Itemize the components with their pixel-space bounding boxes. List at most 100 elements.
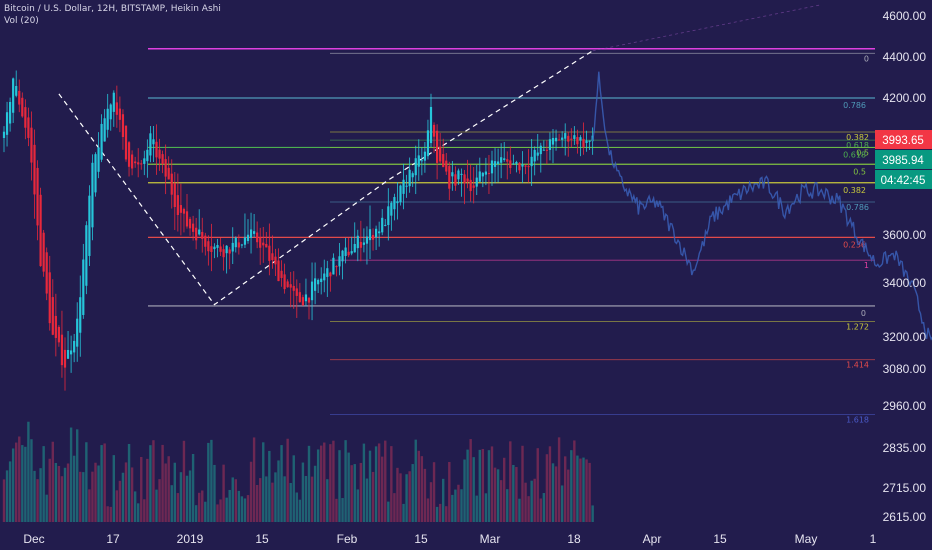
volume-bar	[173, 462, 176, 522]
volume-bar	[423, 468, 427, 522]
volume-bar	[130, 467, 134, 522]
volume-bar	[362, 443, 366, 522]
volume-bar	[332, 440, 335, 522]
volume-bar	[393, 493, 396, 522]
candle-body	[558, 139, 561, 141]
volume-bar	[307, 445, 311, 522]
volume-bar	[548, 446, 552, 522]
symbol-title[interactable]: Bitcoin / U.S. Dollar, 12H, BITSTAMP, He…	[4, 4, 221, 14]
volume-bar	[76, 429, 79, 522]
candle-body	[155, 141, 158, 158]
candle-body	[176, 195, 179, 215]
candle-body	[143, 158, 146, 164]
candle-body	[548, 139, 552, 150]
price-tick-label: 2615.00	[883, 510, 927, 524]
candle-body	[164, 159, 167, 177]
candle-body	[225, 245, 228, 254]
volume-bar	[231, 477, 234, 522]
volume-bar	[484, 493, 488, 522]
volume-bar	[576, 455, 579, 522]
candle-body	[512, 163, 515, 165]
volume-bar	[66, 463, 70, 522]
volume-bar	[466, 449, 469, 522]
volume-bar	[387, 501, 390, 522]
candle-body	[127, 142, 131, 167]
chart-legend[interactable]: Bitcoin / U.S. Dollar, 12H, BITSTAMP, He…	[4, 3, 221, 27]
volume-bar	[213, 464, 216, 522]
candle-body	[570, 138, 573, 140]
candle-body	[518, 162, 521, 171]
candle-body	[283, 274, 286, 290]
candle-body	[301, 297, 304, 306]
candle-body	[396, 201, 399, 204]
candle-body	[234, 237, 237, 248]
candle-body	[134, 161, 137, 164]
volume-bar	[271, 482, 274, 522]
fib2-label: 0.382	[846, 133, 869, 142]
volume-bar	[481, 448, 485, 522]
fib1-label: 0	[861, 309, 866, 318]
candle-body	[48, 272, 51, 324]
volume-bar	[140, 457, 143, 522]
candle-body	[463, 174, 466, 184]
volume-bar	[103, 443, 106, 522]
volume-bar	[301, 462, 305, 522]
candle-body	[350, 251, 353, 254]
candle-body	[161, 154, 164, 165]
candle-body	[347, 251, 350, 256]
price-badge	[875, 150, 932, 169]
volume-bar	[219, 499, 222, 522]
zigzag-line	[58, 50, 593, 306]
volume-bar	[402, 503, 405, 522]
volume-bar	[545, 454, 549, 522]
volume-bar	[542, 493, 546, 522]
volume-bar	[313, 465, 317, 522]
volume-indicator-label[interactable]: Vol (20)	[4, 16, 39, 26]
volume-bar	[15, 442, 18, 522]
candle-body	[295, 288, 298, 296]
volume-bar	[530, 480, 533, 522]
volume-bar	[515, 467, 518, 522]
candle-body	[323, 273, 326, 281]
candle-body	[509, 160, 512, 168]
volume-bar	[524, 482, 527, 522]
price-tick-label: 3080.00	[883, 362, 927, 376]
volume-bar	[45, 494, 48, 522]
candle-body	[256, 232, 259, 243]
candle-body	[436, 130, 439, 163]
volume-bar	[249, 461, 253, 522]
candle-body	[228, 249, 231, 254]
volume-bar	[225, 497, 228, 522]
time-axis[interactable]: Dec 17 2019 15 Feb 15 Mar 18 Apr 15 May 1	[23, 532, 876, 546]
volume-bar	[252, 437, 256, 522]
time-tick-label: 1	[870, 532, 877, 546]
candle-body	[368, 229, 372, 241]
volume-bar	[201, 490, 204, 522]
volume-bar	[106, 506, 109, 522]
candle-body	[94, 154, 97, 193]
volume-bar	[79, 471, 82, 522]
candle-body	[497, 161, 500, 165]
volume-bar	[527, 496, 530, 522]
volume-bar	[506, 489, 509, 522]
volume-bar	[167, 456, 170, 522]
volume-bar	[228, 489, 231, 522]
candle-body	[387, 206, 390, 226]
volume-bar	[265, 476, 268, 522]
candle-body	[79, 297, 82, 333]
volume-bar	[310, 476, 314, 522]
price-badge-text: 04:42:45	[881, 175, 926, 187]
fib2-label: 1.414	[846, 361, 869, 370]
candle-body	[259, 237, 262, 248]
candle-body	[192, 223, 195, 232]
candle-body	[100, 123, 103, 160]
volume-bar	[222, 464, 225, 522]
candle-body	[115, 102, 118, 115]
volume-bar	[164, 463, 167, 522]
candle-body	[91, 162, 94, 228]
price-tick-label: 3400.00	[883, 276, 927, 290]
volume-bar	[39, 468, 42, 522]
volume-bar	[127, 443, 131, 522]
candle-body	[500, 157, 503, 163]
